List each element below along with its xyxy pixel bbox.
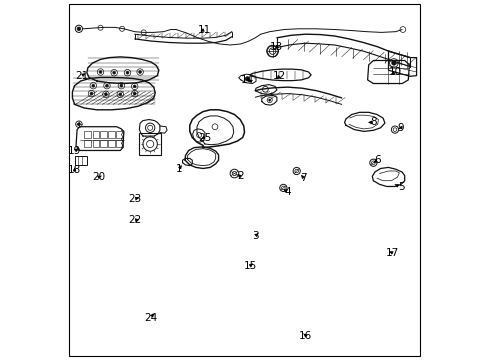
Text: 2: 2 (236, 171, 243, 181)
Circle shape (77, 123, 80, 126)
Circle shape (133, 85, 136, 88)
Text: 5: 5 (394, 182, 404, 192)
Text: 13: 13 (270, 42, 283, 52)
Bar (108, 131, 115, 138)
Circle shape (105, 84, 108, 87)
Bar (84, 140, 91, 147)
Bar (116, 140, 122, 147)
Text: 11: 11 (198, 24, 211, 35)
Text: 20: 20 (92, 172, 105, 182)
Bar (92, 140, 99, 147)
Text: 21: 21 (75, 71, 88, 81)
Circle shape (120, 84, 122, 87)
Bar (92, 131, 99, 138)
Text: 4: 4 (284, 186, 290, 197)
Circle shape (92, 84, 95, 87)
Circle shape (119, 93, 122, 96)
Bar (84, 131, 91, 138)
Text: 25: 25 (198, 132, 211, 143)
Text: 7: 7 (300, 173, 306, 183)
Text: 6: 6 (373, 155, 380, 165)
Circle shape (244, 77, 249, 81)
Circle shape (99, 71, 102, 73)
Text: 18: 18 (68, 165, 81, 175)
Text: 12: 12 (273, 71, 286, 81)
Bar (101, 140, 107, 147)
Text: 23: 23 (128, 194, 141, 204)
Text: 17: 17 (385, 248, 398, 258)
Bar (116, 131, 122, 138)
Circle shape (126, 71, 129, 74)
Text: 22: 22 (128, 215, 141, 225)
Circle shape (268, 99, 270, 101)
Circle shape (113, 71, 115, 74)
Text: 3: 3 (251, 231, 258, 241)
Circle shape (90, 92, 93, 95)
Circle shape (133, 92, 136, 95)
Text: 1: 1 (175, 164, 182, 174)
Circle shape (104, 93, 107, 96)
Circle shape (139, 71, 141, 73)
Bar (108, 140, 115, 147)
Text: 15: 15 (243, 261, 256, 271)
Text: 16: 16 (299, 330, 312, 341)
Text: 19: 19 (68, 146, 81, 156)
Circle shape (77, 27, 81, 31)
Bar (75, 156, 87, 165)
Bar (139, 133, 161, 155)
Text: 10: 10 (388, 67, 402, 77)
Text: 9: 9 (397, 123, 404, 133)
Text: 24: 24 (144, 312, 157, 323)
Bar (101, 131, 107, 138)
Text: 14: 14 (240, 75, 253, 85)
Circle shape (391, 61, 395, 65)
Text: 8: 8 (368, 117, 376, 127)
